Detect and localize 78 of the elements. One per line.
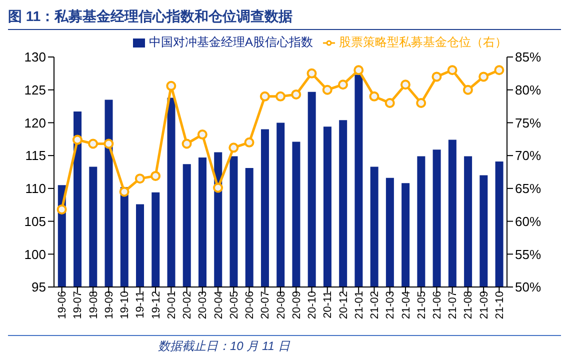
x-tick-label: 19-10 <box>119 291 132 320</box>
point <box>213 182 224 193</box>
legend-label: 中国对冲基金经理A股信心指数 <box>148 35 313 49</box>
x-tick-label: 21-02 <box>369 291 382 320</box>
point <box>322 84 332 95</box>
x-tick-label: 21-03 <box>384 291 397 320</box>
x-tick-label: 19-08 <box>88 291 100 320</box>
y-tick-label: 110 <box>25 181 46 196</box>
x-tick-label: 19-11 <box>134 291 147 318</box>
y-tick-label: 105 <box>24 214 46 229</box>
y2-tick-label: 80% <box>515 82 542 98</box>
point <box>88 138 98 149</box>
x-tick-label: 20-11 <box>322 291 334 318</box>
x-tick-label: 21-01 <box>353 291 366 320</box>
point <box>291 89 302 100</box>
point <box>354 65 364 76</box>
point <box>369 91 380 102</box>
x-tick-label: 20-03 <box>197 291 210 320</box>
y2-tick-label: 60% <box>515 214 542 229</box>
x-tick-label: 20-05 <box>228 291 240 320</box>
y-tick-label: 95 <box>32 280 46 295</box>
point <box>119 186 130 197</box>
chart-title: 图 11：私募基金经理信心指数和仓位调查数据 <box>8 8 561 30</box>
point <box>104 138 114 149</box>
point <box>260 91 270 102</box>
point <box>276 91 286 102</box>
x-tick-label: 19-12 <box>150 291 162 320</box>
x-tick-label: 20-07 <box>260 291 272 320</box>
y2-tick-label: 50% <box>515 280 542 295</box>
y-tick-label: 120 <box>24 115 46 130</box>
text: 数据截止日：10 月 11 日 <box>158 339 290 353</box>
x-tick-label: 19-09 <box>103 291 116 320</box>
y-tick-label: 130 <box>24 50 46 65</box>
point <box>134 174 145 184</box>
y-tick-label: 100 <box>24 246 46 262</box>
y2-tick-label: 55% <box>515 246 542 262</box>
y2-tick-label: 85% <box>515 50 542 65</box>
y-tick-label: 125 <box>24 82 46 98</box>
point <box>197 130 208 140</box>
x-tick-label: 20-01 <box>166 291 178 320</box>
point <box>384 98 395 108</box>
point <box>166 80 176 91</box>
x-tick-label: 21-04 <box>400 291 412 320</box>
x-tick-label: 19-06 <box>56 291 69 320</box>
x-tick-label: 21-08 <box>462 291 475 320</box>
x-tick-label: 20-08 <box>275 291 288 320</box>
point <box>56 204 67 214</box>
x-tick-label: 21-05 <box>416 291 428 320</box>
y-tick-label: 115 <box>25 148 46 164</box>
point <box>72 134 82 145</box>
legend-label: 股票策略型私募基金仓位（右） <box>339 35 507 49</box>
point <box>447 65 458 76</box>
point <box>338 80 348 90</box>
point <box>462 84 473 95</box>
point <box>478 72 489 82</box>
x-tick-label: 20-04 <box>212 291 225 320</box>
point <box>244 137 254 148</box>
point <box>432 72 442 82</box>
x-tick-label: 21-10 <box>494 291 506 320</box>
x-tick-label: 20-12 <box>338 291 350 320</box>
y2-tick-label: 75% <box>515 115 542 130</box>
point <box>306 68 317 78</box>
point <box>416 98 426 108</box>
x-tick-label: 19-07 <box>72 291 84 320</box>
point <box>400 80 410 90</box>
x-tick-label: 20-06 <box>244 291 256 320</box>
x-tick-label: 21-06 <box>432 291 444 320</box>
y2-tick-label: 65% <box>515 181 542 196</box>
point <box>182 138 192 149</box>
point <box>228 142 239 153</box>
y2-tick-label: 70% <box>515 148 542 164</box>
x-tick-label: 21-07 <box>447 291 460 320</box>
x-tick-label: 20-02 <box>182 291 194 320</box>
point <box>150 170 161 181</box>
point <box>494 65 504 76</box>
x-tick-label: 20-10 <box>306 291 319 320</box>
x-tick-label: 20-09 <box>290 291 303 320</box>
x-tick-label: 21-09 <box>478 291 490 320</box>
